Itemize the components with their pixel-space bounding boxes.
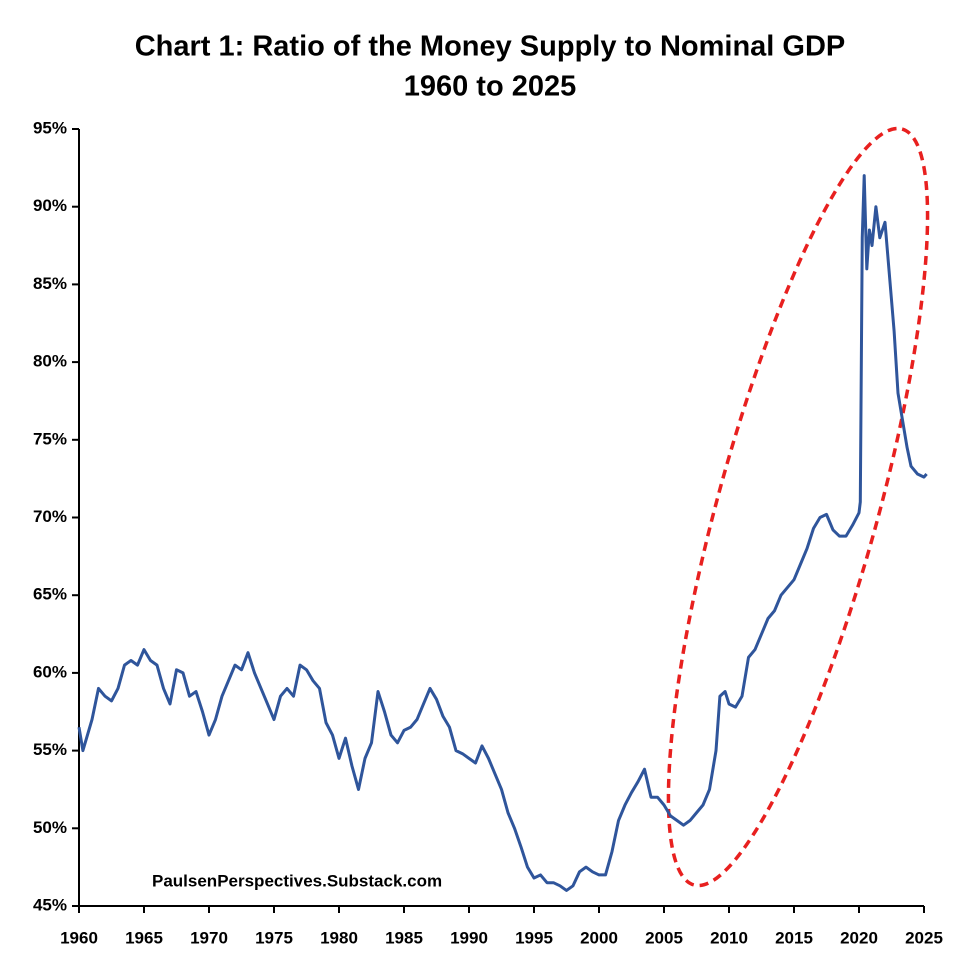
x-tick-label: 1970 bbox=[190, 928, 228, 947]
x-tick-label: 1990 bbox=[450, 928, 488, 947]
x-tick-label: 2015 bbox=[775, 928, 813, 947]
x-tick-label: 1965 bbox=[125, 928, 163, 947]
y-tick-label: 60% bbox=[33, 662, 67, 681]
x-tick-label: 2005 bbox=[645, 928, 683, 947]
y-tick-label: 90% bbox=[33, 196, 67, 215]
x-tick-label: 1980 bbox=[320, 928, 358, 947]
x-tick-label: 2000 bbox=[580, 928, 618, 947]
y-tick-label: 80% bbox=[33, 352, 67, 371]
y-tick-label: 85% bbox=[33, 274, 67, 293]
x-tick-label: 1960 bbox=[60, 928, 98, 947]
x-tick-label: 1995 bbox=[515, 928, 553, 947]
y-tick-label: 45% bbox=[33, 895, 67, 914]
y-tick-label: 65% bbox=[33, 585, 67, 604]
x-tick-label: 2020 bbox=[840, 928, 878, 947]
data-line bbox=[77, 174, 928, 892]
highlight-ellipse bbox=[666, 126, 930, 888]
chart-subtitle: 1960 to 2025 bbox=[404, 71, 577, 103]
y-tick-label: 50% bbox=[33, 818, 67, 837]
y-tick-label: 75% bbox=[33, 429, 67, 448]
chart-title: Chart 1: Ratio of the Money Supply to No… bbox=[135, 31, 846, 63]
y-tick-label: 70% bbox=[33, 507, 67, 526]
y-tick-label: 55% bbox=[33, 740, 67, 759]
x-tick-label: 2010 bbox=[710, 928, 748, 947]
annotation: PaulsenPerspectives.Substack.com bbox=[152, 871, 442, 890]
x-tick-label: 1975 bbox=[255, 928, 293, 947]
x-tick-label: 2025 bbox=[905, 928, 943, 947]
y-tick-label: 95% bbox=[33, 118, 67, 137]
x-tick-label: 1985 bbox=[385, 928, 423, 947]
